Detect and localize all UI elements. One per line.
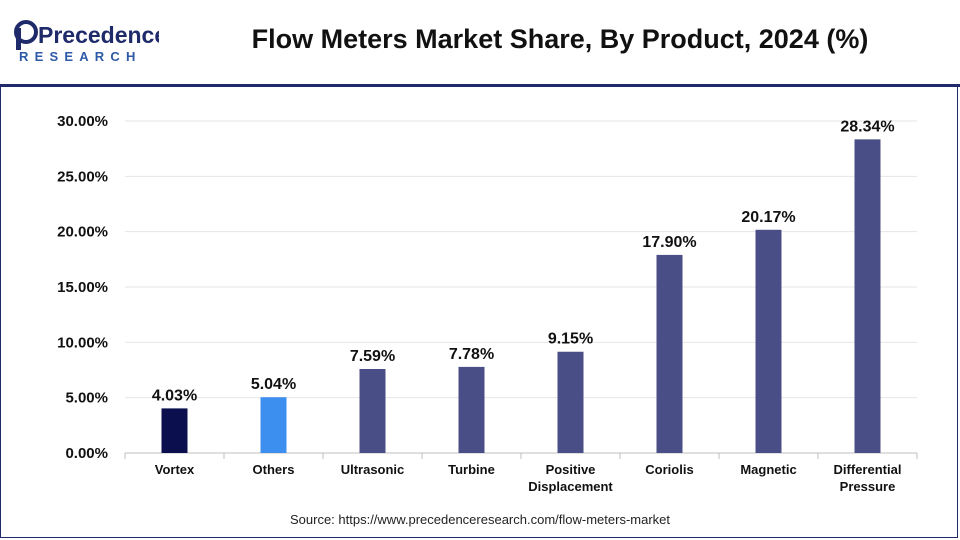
- bar: [260, 397, 287, 453]
- bar-value-label: 28.34%: [840, 118, 894, 135]
- y-tick-label: 30.00%: [57, 113, 108, 130]
- x-tick-label: Others: [253, 462, 295, 477]
- x-tick-label: Positive Displacement: [528, 462, 613, 494]
- logo-mark-stem: [16, 28, 21, 50]
- bar: [854, 139, 881, 453]
- bar-value-label: 7.78%: [449, 346, 494, 363]
- bar-value-labels: 4.03% 5.04% 7.59% 7.78% 9.15% 17.90% 20.17% 28.…: [152, 118, 895, 404]
- bar: [458, 366, 485, 453]
- y-axis-ticks: 0.00% 5.00% 10.00% 15.00% 20.00% 25.00% 30.00%: [57, 113, 108, 462]
- y-tick-label: 0.00%: [65, 445, 108, 462]
- bar: [557, 351, 584, 453]
- bar-chart: 0.00% 5.00% 10.00% 15.00% 20.00% 25.00% 30.00%…: [57, 113, 918, 494]
- y-tick-label: 25.00%: [57, 168, 108, 185]
- bar: [161, 408, 188, 453]
- header: Precedence RESEARCH Flow Meters Market S…: [0, 0, 960, 84]
- bar: [656, 254, 683, 453]
- bar-value-label: 9.15%: [548, 331, 593, 348]
- bar-value-label: 5.04%: [251, 376, 296, 393]
- logo-graphic: Precedence RESEARCH: [14, 20, 167, 64]
- bar: [755, 229, 782, 453]
- y-tick-label: 15.00%: [57, 279, 108, 296]
- x-tick-label: Magnetic: [740, 462, 796, 477]
- x-tick-label: Vortex: [155, 462, 195, 477]
- x-tick-label: Ultrasonic: [341, 462, 405, 477]
- bars: [161, 139, 881, 453]
- bar: [359, 369, 386, 453]
- chart-title: Flow Meters Market Share, By Product, 20…: [251, 24, 869, 54]
- gridlines: [124, 120, 918, 459]
- bar-value-label: 4.03%: [152, 387, 197, 404]
- x-axis-ticks: Vortex Others Ultrasonic Turbine Positive Dis…: [155, 462, 902, 494]
- bar-value-label: 20.17%: [741, 209, 795, 226]
- chart-area: 0.00% 5.00% 10.00% 15.00% 20.00% 25.00% 30.00%…: [0, 88, 960, 508]
- bar-value-label: 7.59%: [350, 348, 395, 365]
- x-tick-label: Differential Pressure: [834, 462, 902, 494]
- y-tick-label: 5.00%: [65, 390, 108, 407]
- logo-word: Precedence: [38, 22, 159, 48]
- y-tick-label: 20.00%: [57, 224, 108, 241]
- logo-sub: RESEARCH: [19, 49, 142, 64]
- y-tick-label: 10.00%: [57, 334, 108, 351]
- brand-logo: Precedence RESEARCH: [14, 18, 167, 66]
- x-tick-label: Coriolis: [645, 462, 693, 477]
- header-divider: [0, 84, 960, 87]
- source-note: Source: https://www.precedenceresearch.c…: [289, 512, 671, 527]
- x-tick-label: Turbine: [448, 462, 495, 477]
- bar-value-label: 17.90%: [642, 234, 696, 251]
